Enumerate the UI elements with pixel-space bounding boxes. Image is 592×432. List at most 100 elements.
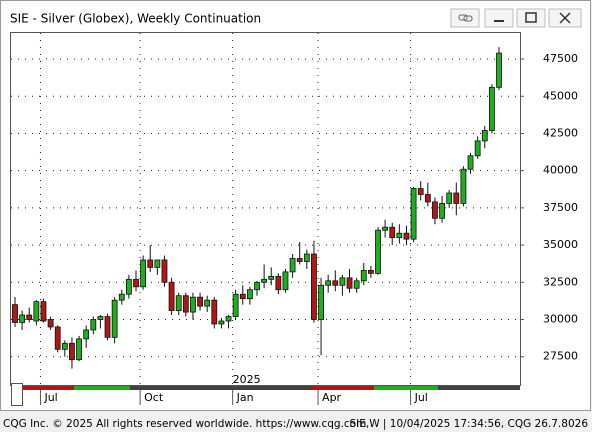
candle-body bbox=[90, 319, 97, 331]
candle-body bbox=[76, 338, 82, 361]
link-icon bbox=[458, 14, 468, 21]
candle-body bbox=[133, 278, 139, 288]
candle-body bbox=[12, 304, 18, 323]
y-tick-label: 35000 bbox=[543, 238, 578, 251]
maximize-icon bbox=[525, 12, 537, 23]
candle-body bbox=[40, 301, 47, 322]
x-tick-label: Jul bbox=[414, 391, 428, 404]
x-tick-label: Apr bbox=[322, 391, 342, 404]
candle-body bbox=[481, 130, 488, 142]
candle-body bbox=[488, 86, 495, 131]
year-label: 2025 bbox=[233, 373, 261, 386]
candle-body bbox=[118, 293, 125, 301]
candle-body bbox=[182, 295, 189, 313]
candle-body bbox=[154, 259, 161, 268]
candle-body bbox=[190, 296, 196, 313]
minimize-button[interactable] bbox=[484, 8, 514, 28]
candle-body bbox=[360, 269, 367, 282]
candle-body bbox=[296, 258, 303, 262]
chart-title: SIE - Silver (Globex), Weekly Continuati… bbox=[10, 12, 261, 26]
band-segment bbox=[438, 386, 520, 390]
y-tick-label: 27500 bbox=[543, 350, 578, 363]
candle-body bbox=[111, 299, 118, 338]
candle-body bbox=[375, 229, 381, 274]
candle-body bbox=[218, 320, 225, 325]
candle-body bbox=[396, 232, 403, 239]
candle-body bbox=[61, 342, 68, 350]
y-tick-label: 47500 bbox=[543, 52, 578, 65]
candle-body bbox=[19, 314, 26, 323]
candle-body bbox=[175, 295, 182, 311]
candle-body bbox=[410, 188, 417, 240]
candle-body bbox=[254, 281, 260, 291]
candle-body bbox=[311, 253, 317, 320]
scroll-thumb[interactable] bbox=[11, 383, 23, 406]
footer-left: CQG Inc. © 2025 All rights reserved worl… bbox=[3, 418, 366, 430]
y-tick-label: 37500 bbox=[543, 201, 578, 214]
candle-body bbox=[140, 259, 147, 288]
candle-body bbox=[97, 316, 104, 320]
candle-body bbox=[474, 140, 481, 157]
candle-body bbox=[339, 277, 346, 286]
x-tick-label: Oct bbox=[144, 391, 164, 404]
candle-body bbox=[261, 278, 268, 283]
band-segment bbox=[74, 386, 130, 390]
close-icon bbox=[559, 12, 571, 24]
footer-right: SIE,W | 10/04/2025 17:34:56, CQG 26.7.80… bbox=[349, 418, 588, 430]
maximize-button[interactable] bbox=[516, 8, 546, 28]
candle-body bbox=[446, 192, 453, 204]
y-tick-label: 42500 bbox=[543, 126, 578, 139]
candle-body bbox=[389, 226, 396, 239]
candle-body bbox=[211, 299, 218, 325]
band-segment bbox=[374, 386, 438, 390]
y-tick-label: 32500 bbox=[543, 275, 578, 288]
candle-body bbox=[325, 280, 332, 286]
y-tick-label: 40000 bbox=[543, 164, 578, 177]
candle-body bbox=[432, 201, 438, 219]
candle-body bbox=[204, 299, 211, 307]
band-segment bbox=[130, 386, 312, 390]
candle-body bbox=[282, 271, 289, 291]
candle-body bbox=[104, 316, 111, 338]
candle-body bbox=[268, 275, 275, 280]
candle-body bbox=[467, 155, 474, 170]
band-segment bbox=[312, 386, 374, 390]
x-axis-strip bbox=[10, 386, 520, 405]
candle-body bbox=[318, 284, 324, 320]
x-tick-label: Jan bbox=[236, 391, 254, 404]
y-tick-label: 30000 bbox=[543, 313, 578, 326]
window-buttons bbox=[450, 8, 582, 28]
band-segment bbox=[22, 386, 74, 390]
candle-body bbox=[125, 278, 132, 295]
candle-body bbox=[332, 280, 339, 286]
candle-body bbox=[353, 280, 360, 289]
candle-body bbox=[403, 232, 410, 240]
candle-body bbox=[289, 258, 296, 273]
x-tick-label: Jul bbox=[43, 391, 57, 404]
candle-body bbox=[83, 329, 90, 340]
link-icon bbox=[463, 15, 473, 22]
candle-body bbox=[232, 293, 239, 317]
candle-body bbox=[417, 188, 424, 195]
candle-body bbox=[33, 301, 40, 322]
candle-body bbox=[460, 168, 467, 204]
candle-body bbox=[303, 253, 310, 262]
candle-body bbox=[26, 314, 33, 320]
candle-body bbox=[225, 316, 232, 322]
candle-body bbox=[275, 275, 282, 291]
candle-body bbox=[168, 281, 175, 311]
candle-body bbox=[453, 192, 460, 204]
candle-body bbox=[197, 296, 203, 307]
candle-body bbox=[239, 293, 246, 300]
candle-body bbox=[346, 277, 353, 289]
period-band bbox=[22, 386, 520, 390]
candle-body bbox=[54, 326, 61, 350]
y-tick-label: 45000 bbox=[543, 89, 578, 102]
candle-body bbox=[246, 289, 253, 300]
link-button[interactable] bbox=[450, 8, 480, 28]
candle-body bbox=[161, 259, 168, 283]
candle-body bbox=[69, 342, 75, 361]
candle-body bbox=[367, 269, 374, 274]
